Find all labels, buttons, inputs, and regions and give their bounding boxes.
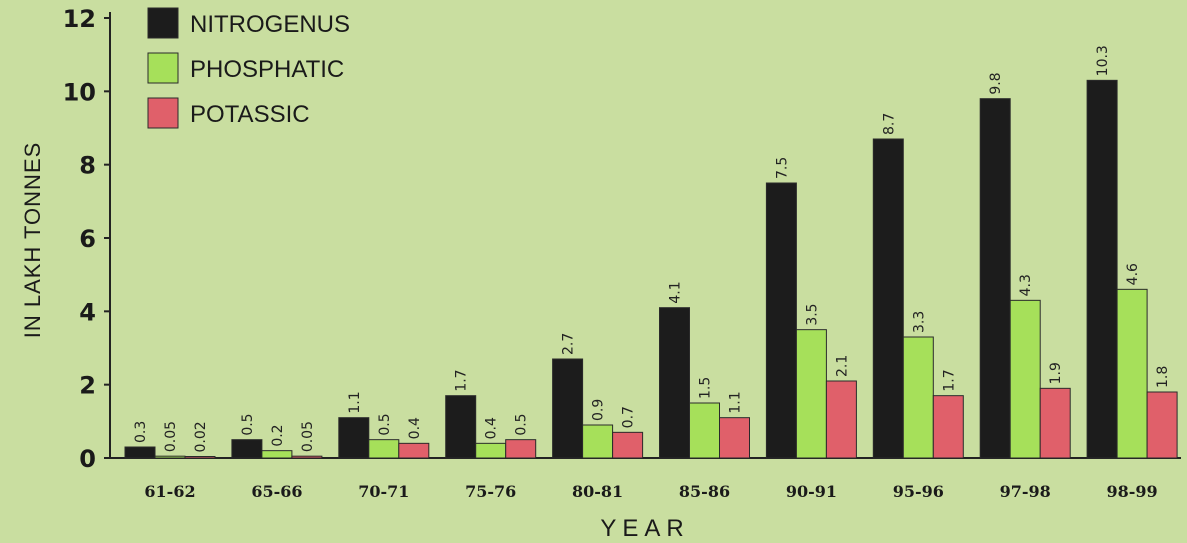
legend: NITROGENUS PHOSPHATIC POTASSIC — [147, 7, 350, 129]
bar-phosphatic-61-62 — [154, 455, 186, 459]
x-tick-label: 98-99 — [1107, 482, 1158, 501]
data-label: 8.7 — [881, 113, 897, 135]
bar-phosphatic-90-91 — [795, 329, 827, 459]
bar-nitrogenus-97-98 — [979, 98, 1011, 459]
bar-phosphatic-85-86 — [689, 402, 720, 459]
bar-nitrogenus-80-81 — [552, 358, 584, 459]
y-tick-label: 0 — [79, 445, 96, 473]
data-label: 1.9 — [1048, 362, 1064, 384]
y-tick-label: 4 — [79, 298, 96, 326]
bar-nitrogenus-85-86 — [659, 307, 690, 459]
data-label: 0.4 — [407, 417, 423, 439]
y-tick-label: 8 — [79, 152, 96, 180]
data-label: 3.5 — [804, 303, 820, 325]
bar-nitrogenus-65-66 — [231, 439, 263, 459]
x-axis-title: YEAR — [600, 515, 689, 542]
bar-potassic-95-96 — [932, 395, 964, 459]
data-label: 4.6 — [1125, 263, 1141, 285]
data-label: 1.5 — [698, 377, 714, 399]
bar-nitrogenus-75-76 — [445, 395, 477, 459]
x-tick-label: 65-66 — [251, 482, 302, 501]
data-label: 4.1 — [668, 281, 684, 303]
bar-phosphatic-98-99 — [1116, 288, 1148, 459]
data-label: 1.1 — [728, 391, 744, 413]
data-label: 7.5 — [774, 157, 790, 179]
y-tick-label: 12 — [63, 5, 96, 33]
y-tick-label: 2 — [79, 372, 96, 400]
data-label: 1.1 — [347, 391, 363, 413]
bar-phosphatic-80-81 — [582, 424, 614, 459]
data-label: 9.8 — [988, 72, 1004, 94]
bar-nitrogenus-95-96 — [872, 138, 904, 459]
data-label: 0.2 — [270, 424, 286, 446]
bar-phosphatic-70-71 — [368, 439, 400, 459]
data-label: 0.05 — [300, 421, 316, 452]
bar-potassic-70-71 — [398, 442, 430, 459]
bar-potassic-97-98 — [1039, 387, 1071, 459]
bar-phosphatic-95-96 — [902, 336, 934, 459]
x-tick-label: 97-98 — [1000, 482, 1051, 501]
data-label: 0.7 — [621, 406, 637, 428]
x-tick-label: 70-71 — [358, 482, 409, 501]
y-tick-label: 6 — [79, 225, 96, 253]
bar-phosphatic-97-98 — [1009, 299, 1041, 459]
bar-potassic-75-76 — [505, 439, 537, 459]
x-tick-label: 85-86 — [679, 482, 730, 501]
bars — [124, 79, 1178, 459]
bar-potassic-61-62 — [184, 456, 216, 459]
data-label: 2.7 — [561, 333, 577, 355]
x-tick-label: 75-76 — [465, 482, 516, 501]
data-label: 4.3 — [1018, 274, 1034, 296]
bar-potassic-65-66 — [291, 455, 323, 459]
bar-nitrogenus-70-71 — [338, 417, 370, 459]
legend-swatch — [147, 7, 179, 39]
bar-potassic-85-86 — [719, 417, 750, 459]
bar-potassic-80-81 — [612, 431, 644, 459]
legend-label: POTASSIC — [190, 101, 310, 128]
data-label: 0.5 — [240, 413, 256, 435]
x-tick-label: 61-62 — [144, 482, 195, 501]
data-label: 0.9 — [591, 399, 607, 421]
data-label: 0.05 — [163, 421, 179, 452]
legend-swatch — [147, 97, 179, 129]
bar-potassic-98-99 — [1146, 391, 1178, 459]
x-tick-label: 95-96 — [893, 482, 944, 501]
data-label: 1.7 — [941, 369, 957, 391]
bar-nitrogenus-98-99 — [1086, 79, 1118, 459]
axes: 0 2 4 6 8 10 12 61-62 65-66 70-71 75-76 80-81 85-86 9… — [63, 5, 1181, 501]
data-label: 10.3 — [1095, 45, 1111, 76]
data-label: 1.7 — [454, 369, 470, 391]
x-tick-label: 90-91 — [786, 482, 837, 501]
data-label: 2.1 — [834, 355, 850, 377]
bar-nitrogenus-61-62 — [124, 446, 156, 459]
bar-potassic-90-91 — [825, 380, 857, 459]
data-labels: 0.3 0.05 0.02 0.5 0.2 0.05 1.1 0.5 0.4 1.7 0.4 0.5 2… — [133, 45, 1171, 452]
y-tick-label: 10 — [63, 78, 96, 106]
data-label: 0.3 — [133, 421, 149, 443]
bar-phosphatic-65-66 — [261, 450, 293, 459]
data-label: 0.4 — [484, 417, 500, 439]
data-label: 1.8 — [1155, 366, 1171, 388]
x-tick-label: 80-81 — [572, 482, 623, 501]
bar-nitrogenus-90-91 — [765, 182, 797, 459]
legend-label: NITROGENUS — [190, 11, 350, 38]
legend-swatch — [147, 52, 179, 84]
y-axis-title: IN LAKH TONNES — [20, 142, 45, 339]
data-label: 0.5 — [514, 413, 530, 435]
bar-phosphatic-75-76 — [475, 442, 507, 459]
data-label: 0.5 — [377, 413, 393, 435]
legend-label: PHOSPHATIC — [190, 56, 344, 83]
data-label: 0.02 — [193, 421, 209, 452]
data-label: 3.3 — [911, 311, 927, 333]
